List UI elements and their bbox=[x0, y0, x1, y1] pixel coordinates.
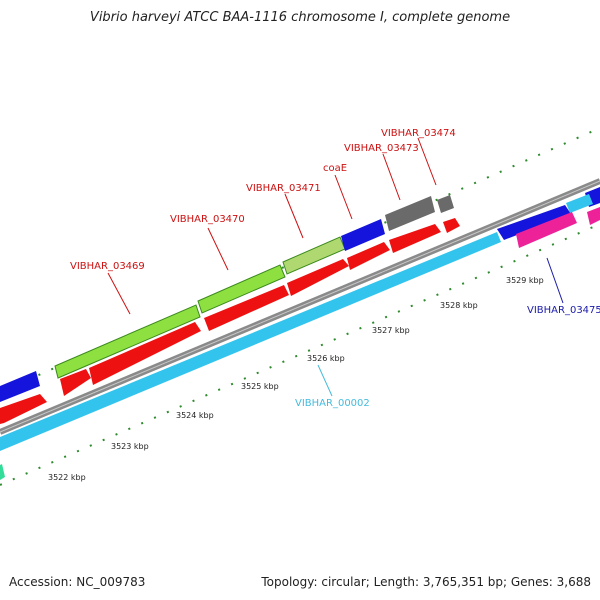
gene-red-3[interactable] bbox=[89, 322, 201, 385]
gene-blue-03475[interactable] bbox=[497, 205, 571, 240]
gene-blue-left[interactable] bbox=[0, 371, 40, 402]
gene-labels: VIBHAR_03469 VIBHAR_03470 VIBHAR_03471 c… bbox=[70, 128, 600, 409]
kbp-3524: 3524 kbp bbox=[176, 411, 214, 420]
gene-red-2[interactable] bbox=[60, 369, 91, 396]
gene-cyan-right[interactable] bbox=[566, 194, 593, 213]
kbp-3529: 3529 kbp bbox=[506, 276, 544, 285]
gene-red-1[interactable] bbox=[0, 394, 47, 424]
map-title: Vibrio harveyi ATCC BAA-1116 chromosome … bbox=[89, 10, 511, 25]
gene-cyan-00002[interactable] bbox=[0, 232, 501, 451]
gene-red-8[interactable] bbox=[204, 285, 289, 331]
label-vibhar-00002[interactable]: VIBHAR_00002 bbox=[295, 398, 370, 409]
gene-red-6[interactable] bbox=[389, 224, 441, 253]
label-vibhar-03469[interactable]: VIBHAR_03469 bbox=[70, 261, 145, 272]
kbp-3528: 3528 kbp bbox=[440, 301, 478, 310]
kbp-3526: 3526 kbp bbox=[307, 354, 345, 363]
gene-magenta-2[interactable] bbox=[587, 207, 600, 225]
gene-red-7[interactable] bbox=[443, 218, 460, 233]
label-vibhar-03471[interactable]: VIBHAR_03471 bbox=[246, 183, 321, 194]
gene-blue-coae[interactable] bbox=[341, 219, 385, 251]
genome-summary: Topology: circular; Length: 3,765,351 bp… bbox=[261, 575, 591, 589]
gene-red-4[interactable] bbox=[287, 259, 349, 296]
outer-tick-track bbox=[0, 127, 600, 393]
label-vibhar-03475[interactable]: VIBHAR_03475 bbox=[527, 305, 600, 316]
kbp-3527: 3527 kbp bbox=[372, 326, 410, 335]
leader-lines bbox=[107, 137, 564, 397]
kbp-3525: 3525 kbp bbox=[241, 382, 279, 391]
gene-magenta-1[interactable] bbox=[516, 212, 577, 248]
gene-green-1[interactable] bbox=[54, 304, 201, 379]
label-coae[interactable]: coaE bbox=[323, 163, 347, 174]
label-vibhar-03470[interactable]: VIBHAR_03470 bbox=[170, 214, 245, 225]
gene-green-2[interactable] bbox=[197, 264, 286, 314]
kbp-3522: 3522 kbp bbox=[48, 473, 86, 482]
label-vibhar-03473[interactable]: VIBHAR_03473 bbox=[344, 143, 419, 154]
gene-red-5[interactable] bbox=[347, 242, 390, 270]
gene-green-small[interactable] bbox=[0, 464, 5, 480]
backbone bbox=[0, 178, 600, 435]
label-vibhar-03474[interactable]: VIBHAR_03474 bbox=[381, 128, 456, 139]
reverse-strand bbox=[0, 194, 600, 480]
kbp-3523: 3523 kbp bbox=[111, 442, 149, 451]
gene-gray-03474[interactable] bbox=[437, 195, 454, 213]
kbp-scale: 3522 kbp 3523 kbp 3524 kbp 3525 kbp 3526… bbox=[48, 276, 544, 482]
accession-label: Accession: NC_009783 bbox=[9, 575, 146, 589]
gene-gray-03473[interactable] bbox=[385, 196, 435, 231]
forward-strand bbox=[0, 187, 600, 424]
